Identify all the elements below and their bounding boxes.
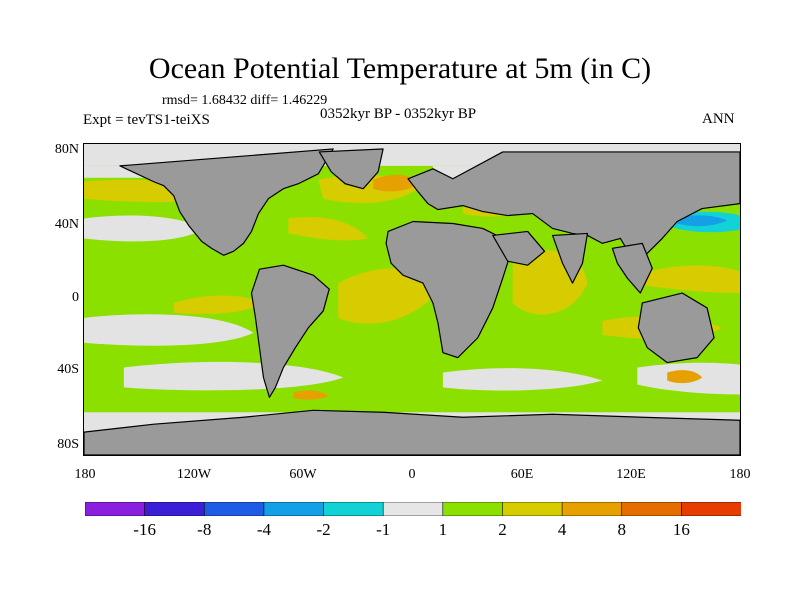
rmsd-diff-stats: rmsd= 1.68432 diff= 1.46229: [162, 93, 328, 108]
colorbar-label: 4: [557, 520, 567, 539]
greenland: [318, 148, 384, 190]
southeast-asia: [611, 242, 653, 294]
lon-label: 120E: [616, 467, 646, 482]
eurasia: [407, 151, 740, 256]
colorbar-label: -4: [256, 520, 271, 539]
lon-label: 180: [74, 467, 96, 482]
colorbar-label: 2: [498, 520, 507, 539]
plot-title: Ocean Potential Temperature at 5m (in C): [148, 52, 652, 85]
colorbar-label: 16: [672, 520, 690, 539]
lat-label: 0: [72, 290, 79, 305]
india: [551, 232, 589, 284]
strong-warm-regions: [293, 174, 703, 400]
colorbar-segment: [561, 502, 623, 516]
lon-label: 120W: [176, 467, 212, 482]
lon-label: 60E: [510, 467, 534, 482]
colorbar-label: -16: [133, 520, 156, 539]
colorbar-label: 8: [617, 520, 626, 539]
colorbar-segment: [442, 502, 504, 516]
lat-label: 40N: [54, 217, 79, 232]
australia: [637, 292, 715, 364]
colorbar-segment: [323, 502, 384, 516]
colorbar-label: -1: [376, 520, 391, 539]
antarctica: [84, 409, 740, 455]
south-america: [250, 264, 330, 398]
lat-label: 40S: [57, 362, 79, 377]
colorbar-segment: [502, 502, 563, 516]
lat-label: 80S: [57, 437, 79, 452]
experiment-label: Expt = tevTS1-teiXS: [83, 112, 210, 128]
colorbar-segment: [681, 502, 741, 516]
land-masses: [84, 148, 740, 455]
colorbar-segment: [263, 502, 325, 516]
colorbar-segment: [85, 502, 146, 516]
colorbar: [85, 502, 741, 516]
colorbar-label: -2: [316, 520, 331, 539]
colorbar-segment: [382, 502, 444, 516]
lon-label: 180: [729, 467, 751, 482]
colorbar-segment: [144, 502, 206, 516]
cold-anomaly: [672, 211, 740, 233]
north-america: [119, 148, 334, 256]
africa: [385, 220, 512, 359]
season-label: ANN: [702, 111, 735, 127]
lon-label: 0: [408, 467, 416, 482]
colorbar-label: -8: [197, 520, 212, 539]
lat-label: 80N: [54, 142, 79, 157]
colorbar-label: 1: [438, 520, 448, 539]
colorbar-segment: [203, 502, 265, 516]
temperature-map: [83, 143, 741, 456]
arabia: [492, 230, 546, 266]
colorbar-segment: [621, 502, 683, 516]
time-period: 0352kyr BP - 0352kyr BP: [320, 106, 477, 122]
lon-label: 60W: [289, 467, 317, 482]
